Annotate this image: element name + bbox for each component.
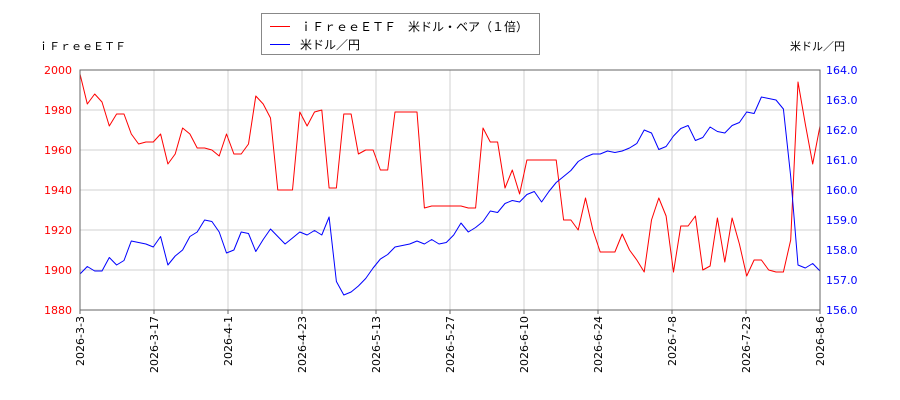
legend-item-etf: ｉＦｒｅｅＥＴＦ 米ドル・ベア（１倍） — [270, 17, 528, 35]
right-axis: 156.0 157.0 158.0 159.0 160.0 161.0 162.0 163.0… — [826, 64, 858, 317]
series-lines — [79, 73, 821, 296]
right-tick-label: 161.0 — [826, 154, 858, 167]
etf-price-line — [79, 73, 821, 277]
left-tick-label: 1940 — [44, 184, 72, 197]
left-tick-label: 1920 — [44, 224, 72, 237]
right-tick-label: 158.0 — [826, 244, 858, 257]
right-tick-label: 157.0 — [826, 274, 858, 287]
right-axis-title: 米ドル／円 — [790, 40, 845, 53]
x-tick-label: 2026-7-8 — [666, 316, 679, 366]
grid — [79, 69, 821, 311]
x-tick-label: 2026-6-10 — [518, 316, 531, 373]
usdjpy-line — [79, 96, 821, 296]
x-tick-label: 2026-5-27 — [444, 316, 457, 373]
left-tick-label: 1880 — [44, 304, 72, 317]
x-tick-label: 2026-3-3 — [74, 316, 87, 366]
right-tick-label: 156.0 — [826, 304, 858, 317]
legend-swatch-usdjpy — [270, 43, 290, 45]
left-tick-label: 1960 — [44, 144, 72, 157]
right-tick-label: 162.0 — [826, 124, 858, 137]
x-axis: 2026-3-3 2026-3-17 2026-4-1 2026-4-23 2026-5… — [74, 310, 827, 373]
x-tick-label: 2026-4-1 — [222, 316, 235, 366]
x-tick-label: 2026-6-24 — [592, 316, 605, 373]
right-tick-label: 163.0 — [826, 94, 858, 107]
x-tick-label: 2026-7-23 — [740, 316, 753, 373]
right-tick-label: 164.0 — [826, 64, 858, 77]
x-tick-label: 2026-5-13 — [370, 316, 383, 373]
left-tick-label: 1900 — [44, 264, 72, 277]
left-axis: 1880 1900 1920 1940 1960 1980 2000 — [44, 64, 72, 317]
left-axis-title: ｉＦｒｅｅＥＴＦ — [38, 40, 126, 53]
legend-label-usdjpy: 米ドル／円 — [300, 37, 361, 52]
x-tick-label: 2026-8-6 — [814, 316, 827, 366]
right-tick-label: 160.0 — [826, 184, 858, 197]
right-tick-label: 159.0 — [826, 214, 858, 227]
legend-label-etf: ｉＦｒｅｅＥＴＦ 米ドル・ベア（１倍） — [300, 19, 529, 34]
legend-swatch-etf — [270, 25, 290, 27]
legend: ｉＦｒｅｅＥＴＦ 米ドル・ベア（１倍） 米ドル／円 — [261, 13, 540, 55]
x-tick-label: 2026-3-17 — [148, 316, 161, 373]
x-tick-label: 2026-4-23 — [296, 316, 309, 373]
legend-item-usdjpy: 米ドル／円 — [270, 35, 360, 53]
left-tick-label: 2000 — [44, 64, 72, 77]
left-tick-label: 1980 — [44, 104, 72, 117]
